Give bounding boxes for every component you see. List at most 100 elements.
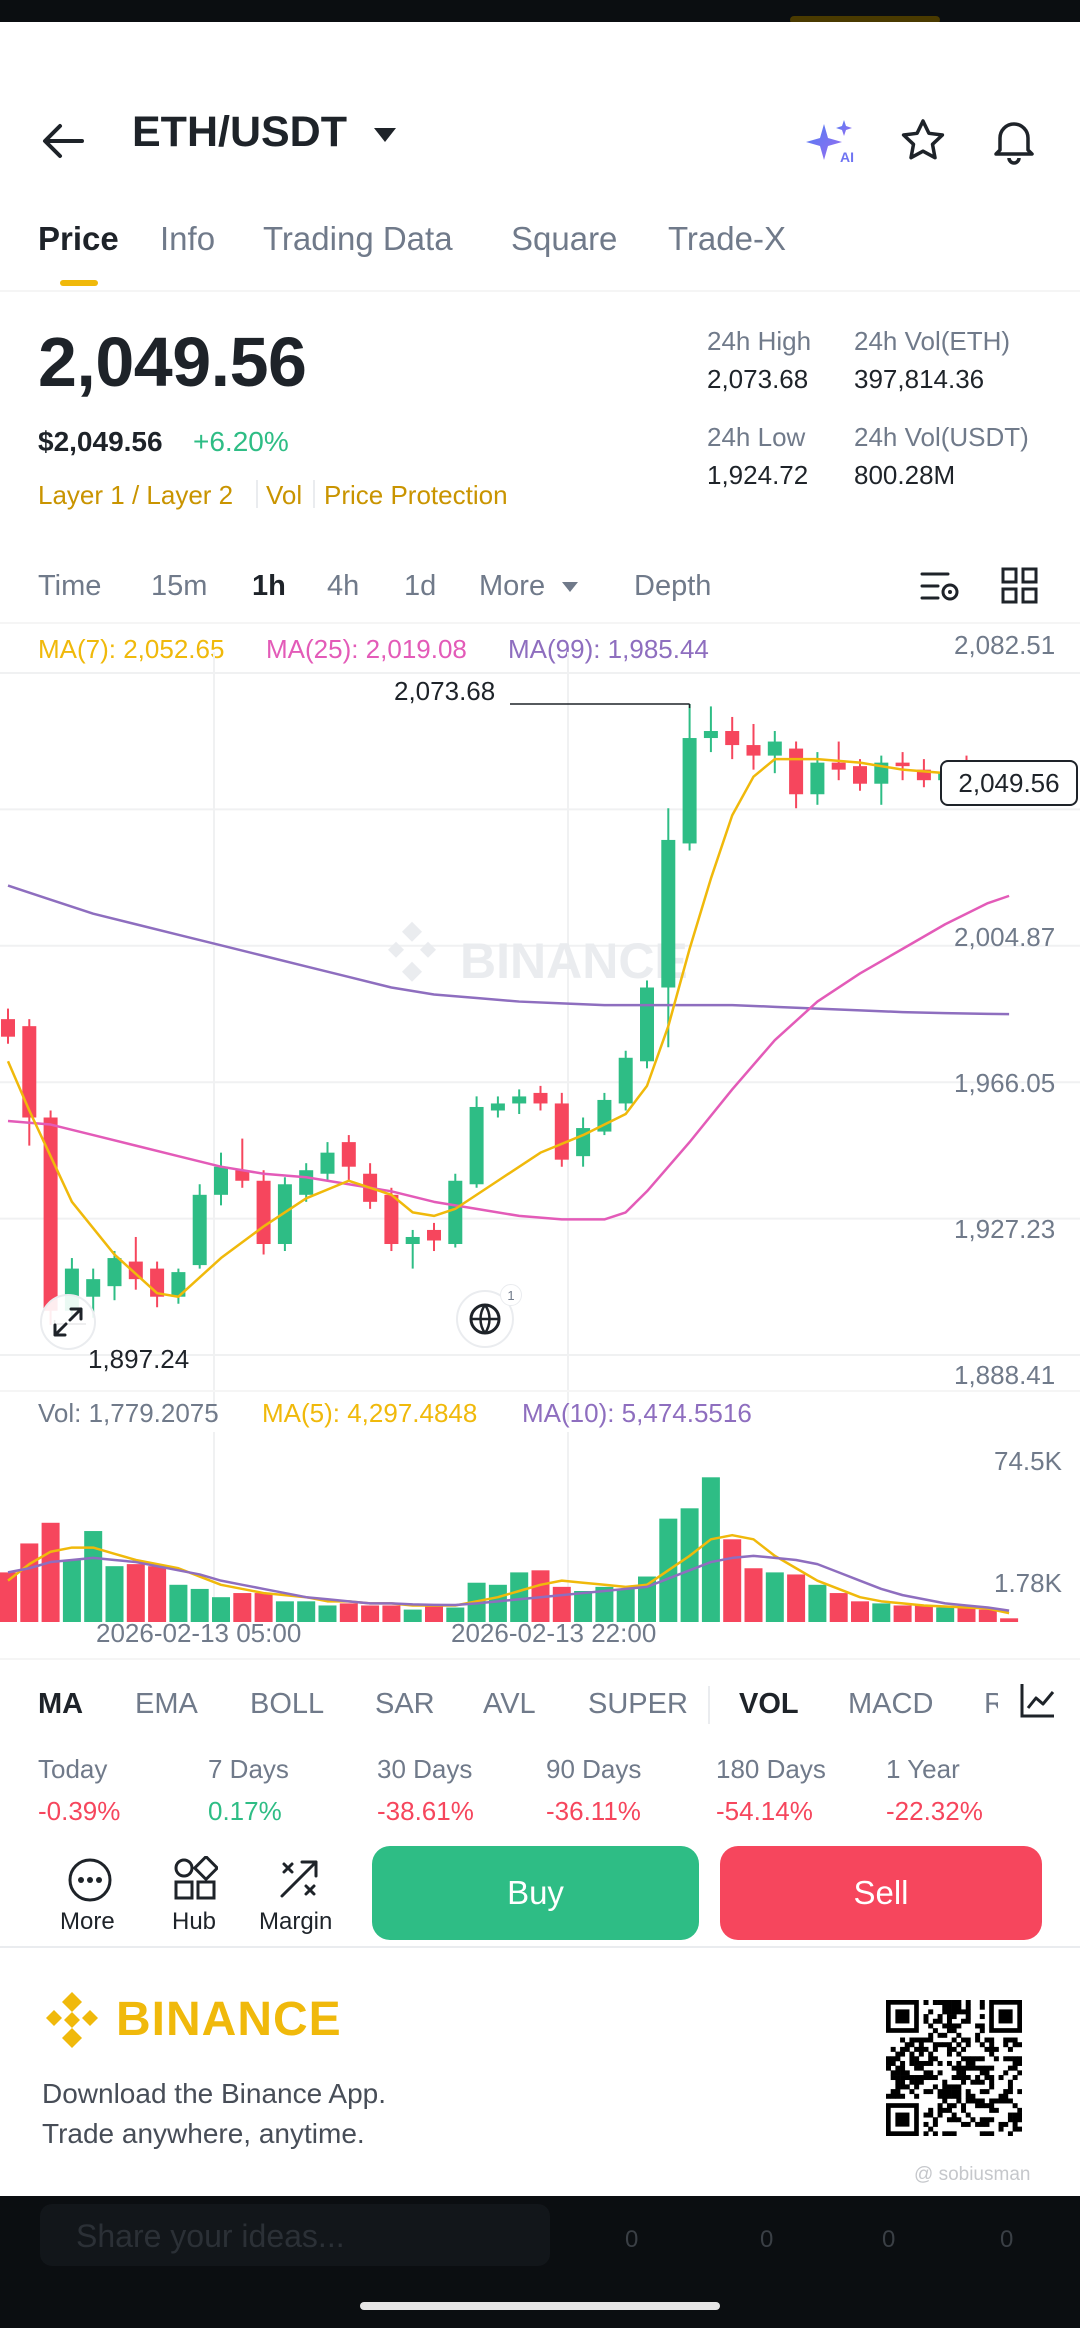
interval-depth[interactable]: Depth <box>634 570 712 602</box>
stat-low-label: 24h Low <box>707 422 806 452</box>
candle-body <box>618 1057 633 1104</box>
indicator-ema[interactable]: EMA <box>135 1688 198 1720</box>
interval-1d[interactable]: 1d <box>404 570 437 602</box>
tag-vol[interactable]: Vol <box>266 480 303 510</box>
chart-settings-icon[interactable] <box>918 564 962 613</box>
chevron-down-icon[interactable] <box>560 580 580 599</box>
volume-ma10-line <box>7 1554 1010 1612</box>
expand-icon[interactable] <box>40 1294 96 1350</box>
volume-bar <box>126 1564 145 1622</box>
interval-4h[interactable]: 4h <box>327 570 360 602</box>
interval-15m[interactable]: 15m <box>151 570 208 602</box>
notification-count-badge: 1 <box>500 1284 522 1306</box>
divider <box>0 622 1080 624</box>
caret-down-icon[interactable] <box>372 126 398 149</box>
candle-body <box>789 748 804 795</box>
candle-body <box>831 762 846 770</box>
indicator-sar[interactable]: SAR <box>375 1688 435 1720</box>
volume-bar <box>680 1508 699 1622</box>
volume-bar <box>872 1603 891 1622</box>
price-change-pct: +6.20% <box>193 426 289 457</box>
y-tick-label: 1,888.41 <box>954 1360 1056 1390</box>
interval-1h[interactable]: 1h <box>252 570 286 602</box>
volume-bar <box>723 1539 742 1622</box>
margin-icon[interactable] <box>276 1856 322 1907</box>
indicator-vol[interactable]: VOL <box>739 1688 799 1720</box>
indicator-rsi[interactable]: R <box>984 1688 998 1720</box>
star-icon[interactable] <box>898 116 948 171</box>
indicator-macd[interactable]: MACD <box>848 1688 934 1720</box>
tab-info[interactable]: Info <box>160 220 216 257</box>
share-count[interactable]: 0 <box>1000 2226 1014 2253</box>
volume-bar <box>574 1590 593 1622</box>
indicator-chart-icon[interactable] <box>1018 1680 1058 1725</box>
candle-body <box>171 1272 186 1297</box>
volume-bar <box>169 1584 188 1622</box>
volume-bar <box>936 1607 955 1622</box>
volume-bar <box>41 1522 60 1622</box>
ma7-legend: MA(7): 2,052.65 <box>38 634 225 664</box>
more-label[interactable]: More <box>60 1908 115 1935</box>
candle-body <box>576 1128 591 1157</box>
sell-button[interactable]: Sell <box>720 1846 1042 1940</box>
margin-label[interactable]: Margin <box>259 1908 333 1935</box>
ai-sparkle-icon[interactable]: AI <box>804 114 860 175</box>
active-tab-indicator <box>60 280 98 286</box>
save-count[interactable]: 0 <box>882 2226 896 2253</box>
candle-body <box>107 1258 122 1287</box>
indicator-super[interactable]: SUPER <box>588 1688 688 1720</box>
candle-body <box>703 731 718 739</box>
tag-layer[interactable]: Layer 1 / Layer 2 <box>38 480 234 510</box>
promo-line-2: Trade anywhere, anytime. <box>42 2118 365 2149</box>
tab-trading-data[interactable]: Trading Data <box>263 220 453 257</box>
candle-body <box>299 1170 314 1195</box>
volume-bar <box>829 1593 848 1622</box>
volume-chart <box>0 1432 1019 1622</box>
price-chart[interactable]: BINANCE <box>0 652 1080 1422</box>
layout-grid-icon[interactable] <box>998 564 1042 613</box>
indicator-ma[interactable]: MA <box>38 1688 84 1720</box>
pair-title[interactable]: ETH/USDT <box>132 108 347 156</box>
bell-icon[interactable] <box>988 114 1040 171</box>
tab-trade-x[interactable]: Trade-X <box>668 220 786 257</box>
volume-bar <box>425 1605 443 1622</box>
interval-time[interactable]: Time <box>38 570 102 602</box>
ma99-legend: MA(99): 1,985.44 <box>508 634 709 664</box>
more-icon[interactable] <box>66 1856 114 1909</box>
indicator-avl[interactable]: AVL <box>483 1688 536 1720</box>
stat-vol-usdt-value: 800.28M <box>854 460 956 490</box>
perf-label: 30 Days <box>377 1754 473 1784</box>
volume-bar <box>893 1605 912 1622</box>
hub-label[interactable]: Hub <box>172 1908 217 1935</box>
back-arrow-icon[interactable] <box>38 120 88 162</box>
tab-price[interactable]: Price <box>38 220 119 257</box>
volume-bar <box>787 1574 806 1622</box>
vol-ma5-legend: MA(5): 4,297.4848 <box>262 1398 478 1428</box>
vol-legend: Vol: 1,779.2075 <box>38 1398 219 1428</box>
y-tick-label: 2,004.87 <box>954 922 1056 952</box>
current-price-tag: 2,049.56 <box>940 760 1078 806</box>
candle-body <box>661 839 676 988</box>
buy-button[interactable]: Buy <box>372 1846 699 1940</box>
volume-bar <box>851 1601 869 1622</box>
x-tick-label: 2026-02-13 05:00 <box>96 1618 302 1648</box>
tag-price-protection[interactable]: Price Protection <box>324 480 508 510</box>
home-indicator <box>360 2302 720 2310</box>
like-count[interactable]: 0 <box>760 2226 774 2253</box>
watermark-credit: @ sobiusman <box>914 2164 1031 2185</box>
share-input[interactable]: Share your ideas... <box>40 2204 550 2266</box>
interval-more[interactable]: More <box>479 570 546 602</box>
usd-price: $2,049.56 <box>38 426 163 457</box>
hub-icon[interactable] <box>172 1854 220 1907</box>
chart-watermark: BINANCE <box>460 933 688 989</box>
qr-code-icon[interactable] <box>886 2000 1022 2136</box>
volume-bar <box>595 1586 614 1622</box>
tab-square[interactable]: Square <box>511 220 618 257</box>
candle-body <box>512 1096 527 1104</box>
perf-value: -22.32% <box>886 1796 983 1826</box>
ma99-line <box>7 884 1010 1016</box>
indicator-boll[interactable]: BOLL <box>250 1688 325 1720</box>
comment-count[interactable]: 0 <box>625 2226 639 2253</box>
divider <box>708 1686 710 1724</box>
vol-y-tick: 1.78K <box>994 1568 1062 1598</box>
